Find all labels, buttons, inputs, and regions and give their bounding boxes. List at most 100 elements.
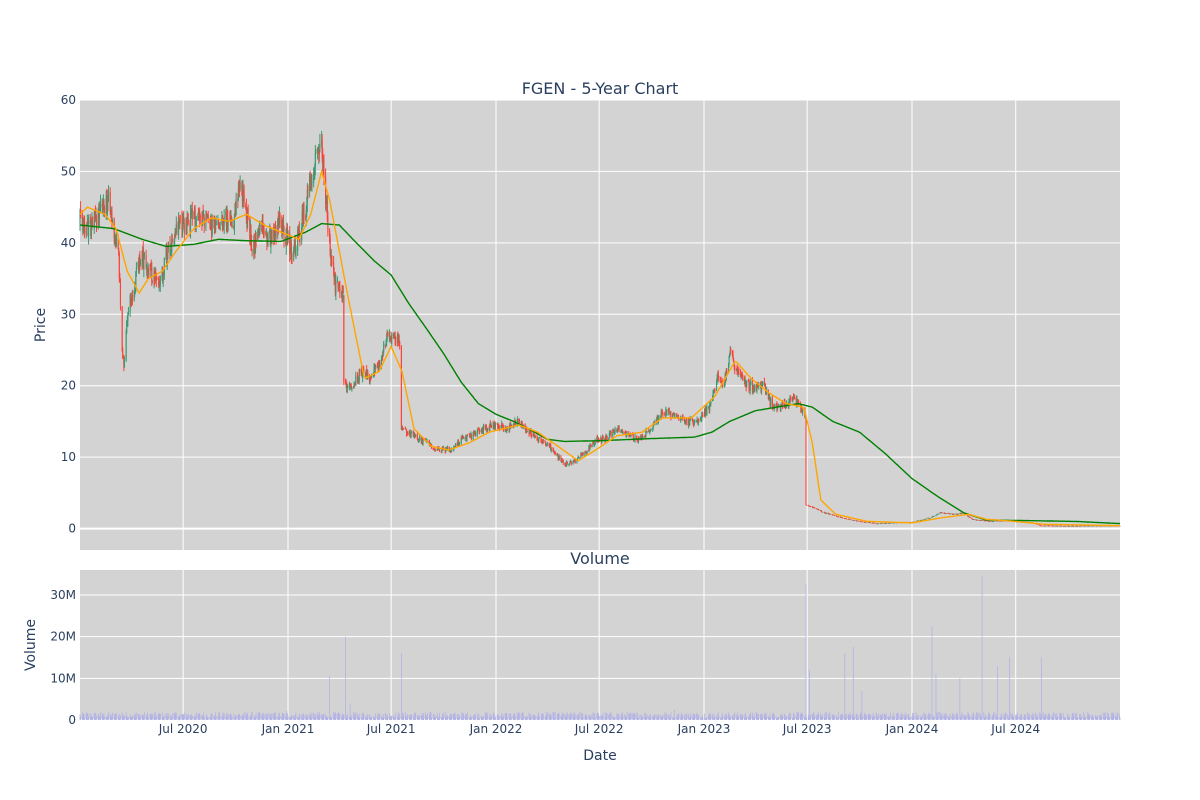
volume-bar — [465, 714, 467, 720]
volume-bar — [273, 712, 275, 720]
volume-bar — [431, 717, 433, 720]
volume-bar — [510, 717, 512, 720]
candle-down — [509, 424, 511, 427]
candle-up — [546, 443, 548, 446]
candle-down — [836, 516, 838, 518]
volume-bar — [717, 713, 719, 720]
volume-bar — [369, 714, 370, 720]
volume-bar — [469, 715, 471, 720]
volume-bar — [365, 716, 366, 720]
volume-bar — [697, 717, 699, 720]
volume-bar — [1068, 716, 1070, 720]
volume-bar — [859, 714, 861, 720]
candle-down — [233, 225, 235, 229]
candle-up — [729, 350, 731, 355]
volume-bar — [246, 714, 247, 720]
volume-bar — [493, 716, 495, 720]
candle-up — [735, 368, 738, 371]
candle-down — [983, 520, 985, 521]
volume-bar — [223, 713, 225, 720]
volume-bar — [601, 715, 603, 720]
candle-down — [1096, 525, 1098, 527]
candle-up — [267, 234, 269, 241]
volume-bar — [893, 716, 895, 720]
volume-bar — [1029, 717, 1031, 720]
candle-down — [1039, 525, 1041, 526]
volume-bar — [911, 716, 913, 720]
volume-bar — [126, 715, 128, 720]
candle-down — [402, 428, 404, 430]
volume-bar — [412, 717, 414, 720]
volume-bar — [792, 717, 794, 720]
candle-up — [992, 521, 995, 523]
candle-up — [992, 521, 994, 523]
candle-up — [127, 312, 129, 322]
candle-down — [602, 435, 604, 440]
candle-down — [791, 397, 793, 402]
volume-bar — [86, 713, 88, 720]
volume-bar — [560, 715, 562, 720]
candle-down — [1076, 525, 1078, 527]
volume-bar — [617, 713, 619, 720]
candle-down — [718, 379, 720, 382]
candle-down — [541, 441, 543, 443]
volume-bar — [1017, 716, 1019, 720]
candle-down — [110, 212, 112, 216]
candle-up — [170, 251, 172, 256]
volume-bar — [1103, 712, 1104, 720]
candle-up — [597, 437, 599, 440]
candle-up — [658, 416, 660, 418]
volume-bar — [629, 715, 631, 720]
volume-bar — [760, 713, 762, 720]
volume-bar — [702, 716, 704, 720]
candle-down — [951, 513, 953, 515]
candle-down — [749, 388, 751, 390]
candle-down — [358, 379, 360, 381]
candle-down — [984, 520, 987, 522]
volume-bar — [451, 713, 452, 720]
candle-up — [391, 334, 393, 344]
candle-up — [411, 431, 413, 433]
candle-down — [947, 513, 950, 514]
volume-bar — [538, 713, 540, 720]
candle-down — [333, 272, 335, 279]
candle-down — [246, 221, 248, 228]
candle-down — [920, 520, 922, 521]
candle-up — [737, 369, 739, 374]
candle-up — [820, 510, 822, 512]
volume-bar — [465, 713, 467, 720]
volume-bar — [797, 712, 799, 720]
volume-bar — [241, 715, 243, 720]
volume-bar — [594, 712, 595, 720]
candle-down — [686, 418, 688, 426]
candle-up — [101, 204, 103, 207]
volume-bar — [949, 715, 951, 720]
candle-up — [586, 452, 588, 453]
volume-bar — [414, 713, 416, 720]
volume-bar — [717, 712, 719, 720]
volume-bar — [521, 712, 523, 720]
candle-up — [622, 431, 624, 434]
candle-down — [95, 213, 97, 223]
volume-bar — [191, 715, 193, 720]
candle-up — [943, 512, 945, 514]
volume-bar — [815, 715, 817, 720]
candle-down — [229, 218, 231, 219]
candle-down — [400, 346, 402, 429]
candle-up — [925, 518, 927, 520]
volume-bar — [158, 713, 160, 720]
candle-up — [709, 403, 711, 411]
candle-up — [521, 423, 523, 426]
volume-bar — [811, 714, 813, 720]
volume-bar — [570, 712, 572, 720]
volume-bar — [1040, 713, 1042, 720]
candle-up — [313, 170, 315, 171]
candle-down — [677, 415, 679, 419]
candle-up — [211, 219, 213, 234]
candle-down — [1084, 525, 1086, 527]
volume-bar — [570, 712, 572, 720]
candle-up — [895, 522, 897, 524]
price-y-tick-label: 10 — [61, 450, 76, 464]
volume-bar — [976, 712, 978, 720]
volume-bar — [518, 714, 520, 720]
